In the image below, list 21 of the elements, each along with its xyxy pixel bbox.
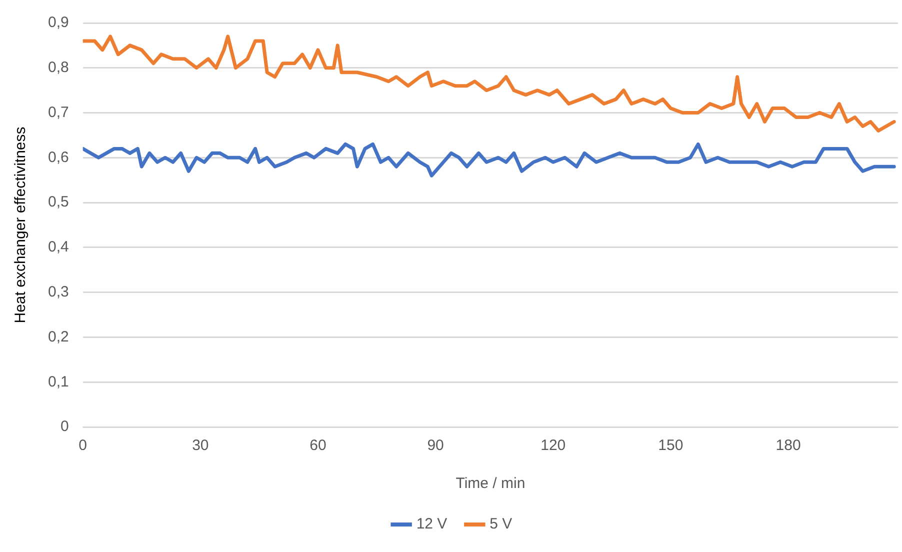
x-tick-label: 90 [427,437,444,454]
x-tick-label: 0 [78,437,88,454]
y-tick-label: 0,9 [48,14,69,32]
x-tick-label: 180 [776,437,801,454]
y-axis-title: Heat exchanger effectivitness [12,126,30,324]
legend-label: 12 V [416,516,448,533]
y-tick-label: 0,7 [48,104,69,121]
x-tick-label: 150 [658,437,684,454]
y-tick-label: 0,5 [48,194,69,211]
x-tick-label: 30 [192,437,209,454]
y-tick-label: 0,8 [48,59,69,76]
y-tick-label: 0 [60,418,69,436]
x-tick-label: 60 [310,437,326,454]
y-tick-label: 0,4 [48,238,69,256]
y-tick-label: 0,2 [48,328,69,346]
y-tick-label: 0,1 [48,373,69,390]
x-axis-title: Time / min [456,475,526,492]
x-tick-label: 120 [540,437,566,454]
y-tick-label: 0,6 [48,148,69,166]
legend-label: 5 V [490,516,512,533]
y-tick-label: 0,3 [48,283,69,300]
